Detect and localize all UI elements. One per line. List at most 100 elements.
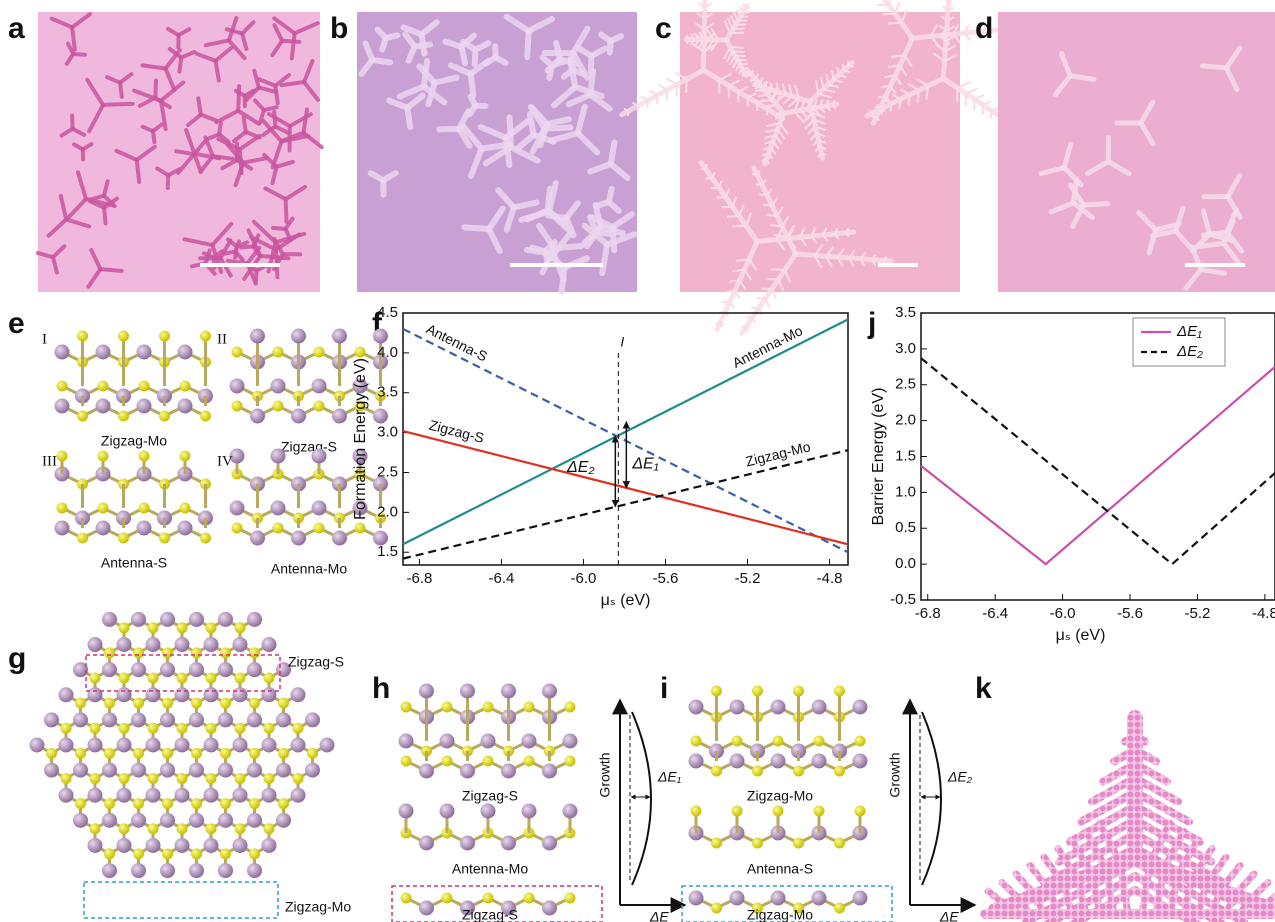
mo-atom: [305, 763, 320, 778]
mo-atom: [189, 763, 204, 778]
crystal-branch: [974, 95, 984, 99]
dendrite: [1135, 736, 1145, 742]
mo-atom: [247, 813, 262, 828]
crystal-branch: [895, 2, 900, 13]
mo-atom: [730, 891, 745, 906]
s-atom: [133, 698, 144, 709]
crystal-branch: [763, 205, 772, 206]
crystal-branch: [238, 86, 239, 110]
mo-atom: [189, 712, 204, 727]
s-atom: [148, 723, 159, 734]
y-axis-title: Formation Energy (eV): [352, 358, 369, 520]
y-tick-label: 0.0: [895, 555, 916, 572]
structure-roman: II: [217, 331, 227, 347]
s-atom: [355, 523, 366, 534]
crystal-branch: [883, 14, 895, 15]
s-atom: [75, 798, 86, 809]
x-tick-label: -4.8: [1252, 605, 1275, 622]
mo-atom: [460, 684, 475, 699]
s-atom: [148, 622, 159, 633]
s-atom: [118, 331, 129, 342]
s-atom: [77, 533, 88, 544]
crystal-branch: [737, 60, 746, 61]
crystal-branch: [849, 66, 854, 67]
crystal-branch: [762, 154, 768, 155]
s-atom: [119, 723, 130, 734]
crystal-branch: [759, 194, 767, 195]
crystal-branch: [155, 81, 156, 98]
crystal-branch: [527, 31, 528, 57]
structure-caption: Antenna-Mo: [452, 861, 528, 877]
legend-label: ΔE₁: [1176, 323, 1202, 340]
s-atom: [293, 773, 304, 784]
y-tick-label: 3.0: [377, 424, 398, 441]
axis-title: Growth: [887, 752, 903, 797]
mo-atom: [419, 764, 434, 779]
structure-caption: Zigzag-Mo: [747, 788, 813, 804]
x-tick-label: -6.8: [915, 605, 941, 622]
edge-label: Zigzag-S: [288, 654, 344, 670]
crystal-branch: [275, 86, 277, 103]
growth-curve: [632, 712, 651, 885]
s-atom: [401, 893, 412, 904]
s-atom: [401, 756, 412, 767]
mo-atom: [131, 612, 146, 627]
mo-atom: [542, 901, 557, 916]
s-atom: [442, 702, 453, 713]
mo-atom: [218, 712, 233, 727]
mo-atom: [160, 763, 175, 778]
crystal-branch: [730, 47, 744, 48]
panel-label: i: [660, 672, 668, 705]
crystal-branch: [260, 256, 288, 259]
mo-atom: [146, 738, 161, 753]
s-atom: [264, 673, 275, 684]
mo-atom: [291, 788, 306, 803]
s-atom: [57, 451, 68, 462]
s-atom: [278, 798, 289, 809]
panel-label: j: [867, 307, 876, 340]
structure-roman: I: [42, 331, 47, 347]
s-atom: [206, 622, 217, 633]
mo-atom: [146, 637, 161, 652]
chart: -6.8-6.4-6.0-5.6-5.2-4.8-0.50.00.51.01.5…: [870, 304, 1275, 644]
mo-atom: [291, 687, 306, 702]
mo-atom: [247, 662, 262, 677]
mo-atom: [771, 700, 786, 715]
s-atom: [834, 686, 845, 697]
mo-atom: [131, 813, 146, 828]
y-tick-label: 2.0: [377, 503, 398, 520]
reference-label: I: [620, 334, 624, 350]
s-atom: [855, 806, 866, 817]
mo-atom: [250, 531, 265, 546]
crystal-branch: [966, 89, 977, 94]
crystal-branch: [244, 117, 246, 132]
mo-atom: [276, 813, 291, 828]
crystal-branch: [286, 199, 287, 222]
crystal-branch: [732, 226, 746, 227]
mo-atom: [291, 409, 306, 424]
mo-atom: [131, 763, 146, 778]
s-atom: [235, 823, 246, 834]
s-atom: [162, 798, 173, 809]
s-atom: [191, 748, 202, 759]
crystal-branch: [1083, 204, 1107, 205]
s-atom: [711, 766, 722, 777]
mo-atom: [689, 754, 704, 769]
crystal-branch: [241, 246, 253, 247]
s-atom: [314, 401, 325, 412]
crystal-branch: [103, 104, 133, 105]
mo-atom: [233, 738, 248, 753]
mo-atom: [730, 754, 745, 769]
panel-k: [985, 718, 1275, 922]
mo-atom: [204, 838, 219, 853]
mo-atom: [160, 712, 175, 727]
s-atom: [118, 411, 129, 422]
s-atom: [264, 723, 275, 734]
mo-atom: [204, 687, 219, 702]
crystal-branch: [900, 99, 901, 108]
crystal-branch: [464, 227, 489, 229]
series-label: Antenna-S: [424, 321, 490, 365]
axis-title: Growth: [597, 752, 613, 797]
s-atom: [162, 848, 173, 859]
s-atom: [220, 698, 231, 709]
